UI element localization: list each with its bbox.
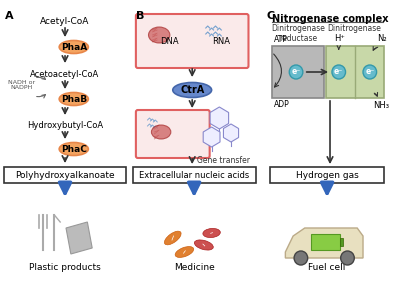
Circle shape (341, 251, 354, 265)
Text: NADH or
NADPH: NADH or NADPH (8, 80, 35, 90)
Ellipse shape (59, 40, 88, 53)
Text: Medicine: Medicine (174, 263, 214, 272)
FancyBboxPatch shape (133, 167, 256, 183)
Circle shape (363, 65, 377, 79)
Circle shape (289, 65, 303, 79)
Text: CtrA: CtrA (180, 85, 204, 95)
Polygon shape (203, 127, 220, 147)
FancyBboxPatch shape (311, 234, 340, 250)
FancyBboxPatch shape (4, 167, 126, 183)
Text: N₂: N₂ (377, 34, 386, 43)
Polygon shape (285, 228, 363, 258)
Text: Hydroxybutyl-CoA: Hydroxybutyl-CoA (27, 121, 103, 130)
Text: e⁻: e⁻ (365, 68, 374, 76)
Ellipse shape (203, 228, 220, 237)
Text: DNA: DNA (160, 37, 179, 46)
FancyBboxPatch shape (136, 110, 210, 158)
Text: Extracellular nucleic acids: Extracellular nucleic acids (140, 170, 250, 179)
Text: C: C (267, 11, 275, 21)
Text: Gene transfer
agents: Gene transfer agents (197, 156, 250, 175)
Ellipse shape (173, 83, 212, 98)
Polygon shape (210, 107, 229, 129)
Ellipse shape (152, 125, 171, 139)
Circle shape (294, 251, 308, 265)
Ellipse shape (175, 246, 194, 258)
Ellipse shape (164, 231, 181, 245)
Text: ATP: ATP (274, 35, 288, 44)
Text: A: A (5, 11, 14, 21)
FancyBboxPatch shape (136, 14, 248, 68)
FancyBboxPatch shape (326, 46, 384, 98)
Text: H⁺: H⁺ (334, 34, 345, 43)
Text: e⁻: e⁻ (292, 68, 301, 76)
Text: Nitrogenase complex: Nitrogenase complex (272, 14, 388, 24)
Text: Dinitrogenase: Dinitrogenase (327, 24, 381, 33)
Text: Polyhydroxyalkanoate: Polyhydroxyalkanoate (15, 170, 115, 179)
Text: B: B (136, 11, 144, 21)
Circle shape (332, 65, 346, 79)
Text: Fuel cell: Fuel cell (308, 263, 346, 272)
Text: e⁻: e⁻ (334, 68, 343, 76)
Text: Hydrogen gas: Hydrogen gas (296, 170, 358, 179)
Text: Dinitrogenase
reductase: Dinitrogenase reductase (271, 24, 325, 43)
FancyBboxPatch shape (270, 167, 384, 183)
Text: PhaA: PhaA (61, 42, 87, 52)
Text: Acetoacetyl-CoA: Acetoacetyl-CoA (30, 70, 100, 79)
Ellipse shape (59, 93, 88, 106)
Polygon shape (66, 222, 92, 254)
Polygon shape (224, 124, 238, 142)
Text: PhaB: PhaB (61, 95, 87, 104)
Text: PhaC: PhaC (61, 145, 87, 153)
Text: NH₃: NH₃ (374, 101, 390, 110)
Text: Plastic products: Plastic products (29, 263, 101, 272)
Text: Acetyl-CoA: Acetyl-CoA (40, 17, 90, 26)
Ellipse shape (148, 27, 170, 43)
FancyBboxPatch shape (272, 46, 324, 98)
FancyBboxPatch shape (340, 238, 343, 246)
Text: RNA: RNA (212, 37, 230, 46)
Ellipse shape (194, 240, 213, 250)
Text: ADP: ADP (274, 100, 290, 109)
Ellipse shape (59, 143, 88, 155)
